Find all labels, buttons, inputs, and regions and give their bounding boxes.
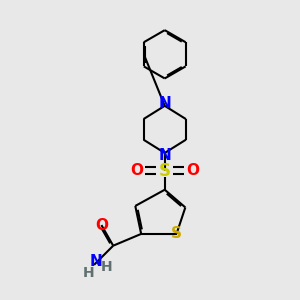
Text: O: O bbox=[130, 163, 143, 178]
Text: N: N bbox=[89, 254, 102, 269]
Text: H: H bbox=[100, 260, 112, 274]
Text: N: N bbox=[158, 96, 171, 111]
Text: O: O bbox=[186, 163, 199, 178]
Text: N: N bbox=[158, 148, 171, 163]
Text: H: H bbox=[83, 266, 94, 280]
Text: O: O bbox=[95, 218, 108, 232]
Text: S: S bbox=[171, 226, 182, 242]
Text: S: S bbox=[159, 162, 171, 180]
